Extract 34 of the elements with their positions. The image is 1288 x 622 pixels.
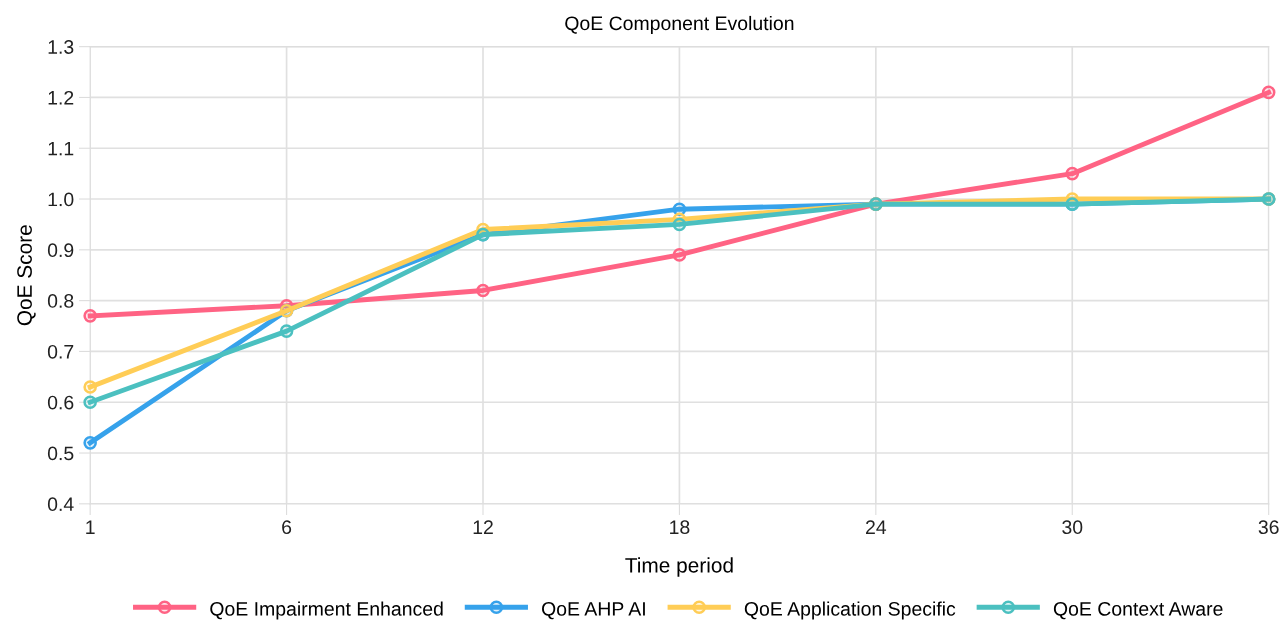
y-tick-label: 0.6 xyxy=(47,395,74,410)
x-tick-label: 24 xyxy=(866,520,887,534)
y-axis-title: QoE Score xyxy=(17,225,36,326)
point xyxy=(83,436,97,450)
x-tick-label: 12 xyxy=(473,520,493,534)
y-tick-label: 0.8 xyxy=(47,294,74,308)
legend-label: QoE AHP AI xyxy=(542,601,645,620)
point xyxy=(279,324,294,338)
legend-label: QoE Impairment Enhanced xyxy=(210,601,443,620)
x-tick-label: 1 xyxy=(86,520,95,534)
y-tick-label: 0.4 xyxy=(47,497,74,512)
point xyxy=(83,309,97,323)
x-axis-title: Time period xyxy=(625,557,733,577)
chart-title: QoE Component Evolution xyxy=(565,15,794,35)
point xyxy=(672,248,687,262)
x-tick-label: 30 xyxy=(1062,520,1083,535)
y-tick-label: 0.9 xyxy=(47,243,74,258)
x-tick-label: 6 xyxy=(282,520,292,535)
point xyxy=(83,395,97,410)
y-tick-label: 0.7 xyxy=(47,344,74,359)
y-tick-label: 1.1 xyxy=(48,141,74,156)
legend-label: QoE Context Aware xyxy=(1053,601,1223,620)
point xyxy=(1261,85,1276,100)
point xyxy=(476,283,490,298)
point xyxy=(1065,166,1080,181)
legend-label: QoE Application Specific xyxy=(744,601,956,620)
point xyxy=(672,217,687,232)
y-tick-label: 0.5 xyxy=(47,446,74,461)
y-tick-label: 1.0 xyxy=(48,192,74,207)
x-tick-label: 18 xyxy=(670,520,690,535)
point xyxy=(83,380,97,394)
x-tick-label: 36 xyxy=(1258,520,1279,535)
y-tick-label: 1.3 xyxy=(48,40,74,54)
y-tick-label: 1.2 xyxy=(48,90,74,105)
